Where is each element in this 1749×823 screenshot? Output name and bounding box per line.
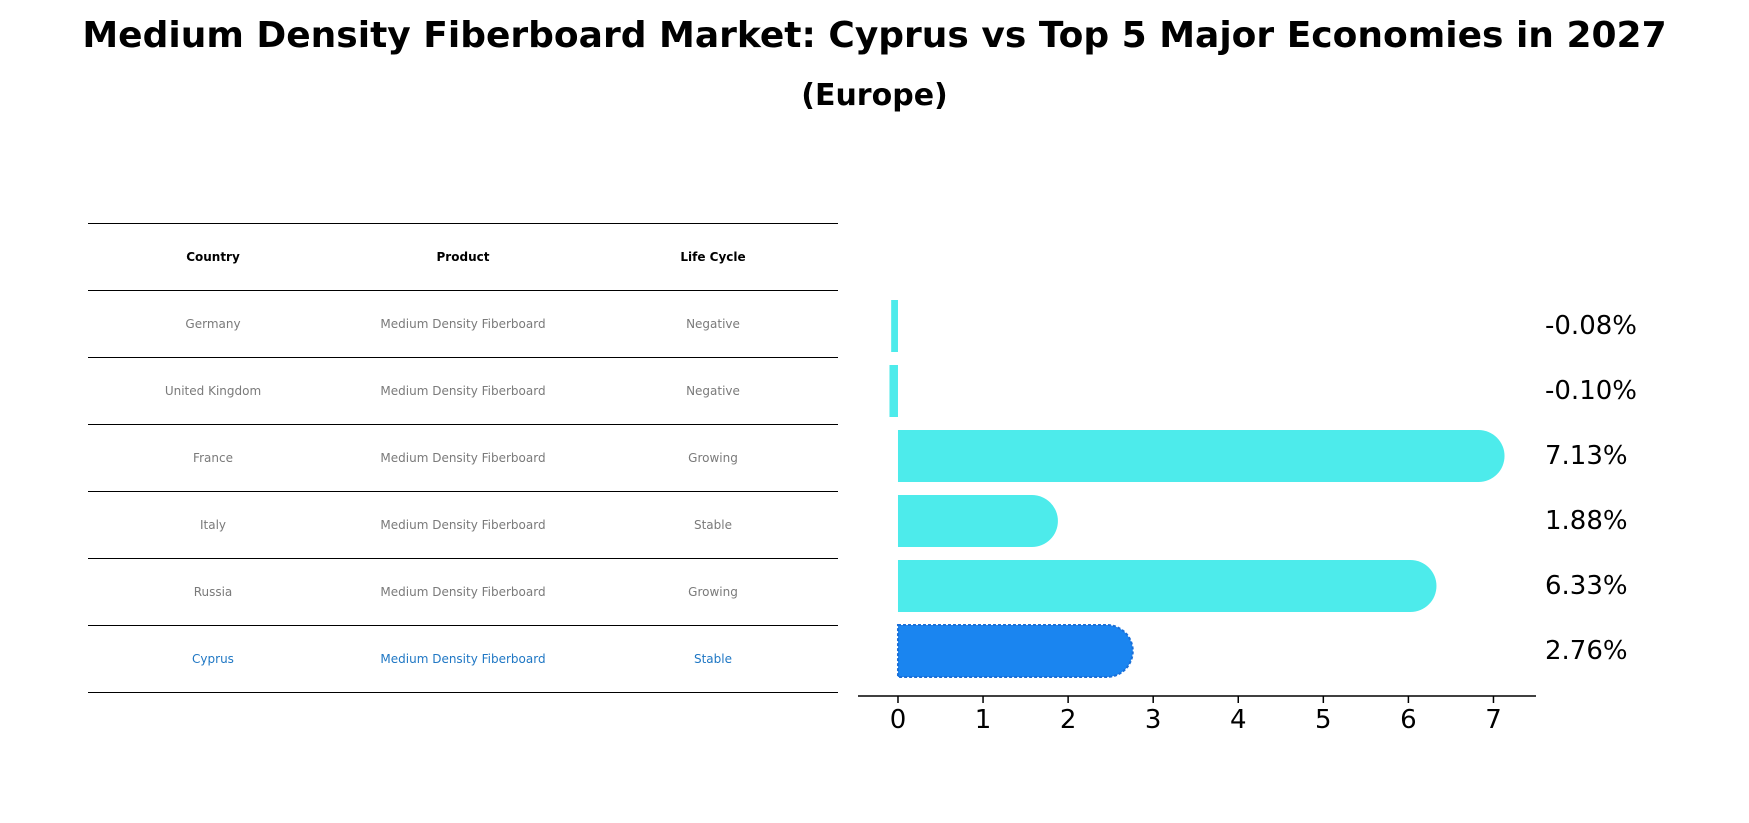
value-label: 2.76% xyxy=(1545,636,1628,666)
cell-country: France xyxy=(88,424,338,492)
cell-product: Medium Density Fiberboard xyxy=(338,491,588,559)
x-tick-label: 2 xyxy=(1060,705,1077,735)
chart-subtitle: (Europe) xyxy=(801,78,948,113)
bar-germany xyxy=(891,300,898,352)
cell-product: Medium Density Fiberboard xyxy=(338,424,588,492)
cell-country: United Kingdom xyxy=(88,357,338,425)
x-tick-label: 1 xyxy=(975,705,992,735)
cell-life-cycle: Growing xyxy=(588,558,838,626)
cell-life-cycle: Growing xyxy=(588,424,838,492)
table-row: Germany Medium Density Fiberboard Negati… xyxy=(88,290,838,358)
x-tick-label: 0 xyxy=(890,705,907,735)
bar-france xyxy=(897,430,1505,482)
cell-product: Medium Density Fiberboard xyxy=(338,357,588,425)
x-tick-label: 5 xyxy=(1315,705,1332,735)
header-life-cycle: Life Cycle xyxy=(588,223,838,291)
cell-life-cycle: Negative xyxy=(588,357,838,425)
value-label: 6.33% xyxy=(1545,571,1628,601)
table-row: United Kingdom Medium Density Fiberboard… xyxy=(88,357,838,425)
chart-title: Medium Density Fiberboard Market: Cyprus… xyxy=(82,15,1667,56)
bar-cyprus xyxy=(896,624,1134,678)
cell-country: Russia xyxy=(88,558,338,626)
table-row: France Medium Density Fiberboard Growing xyxy=(88,424,838,492)
bar-united-kingdom xyxy=(889,365,898,417)
table-row: Russia Medium Density Fiberboard Growing xyxy=(88,558,838,626)
x-tick-label: 4 xyxy=(1230,705,1247,735)
header-country: Country xyxy=(88,223,338,291)
header-product: Product xyxy=(338,223,588,291)
x-tick-label: 3 xyxy=(1145,705,1162,735)
bar-italy xyxy=(897,495,1058,547)
cell-product: Medium Density Fiberboard xyxy=(338,625,588,693)
cell-life-cycle: Stable xyxy=(588,491,838,559)
value-label: -0.08% xyxy=(1545,311,1637,341)
value-label: 7.13% xyxy=(1545,441,1628,471)
x-tick-label: 6 xyxy=(1400,705,1417,735)
cell-life-cycle: Negative xyxy=(588,290,838,358)
table-row: Italy Medium Density Fiberboard Stable xyxy=(88,491,838,559)
value-label: -0.10% xyxy=(1545,376,1637,406)
bar-russia xyxy=(897,560,1437,612)
cell-life-cycle: Stable xyxy=(588,625,838,693)
cell-country: Italy xyxy=(88,491,338,559)
x-tick-label: 7 xyxy=(1485,705,1502,735)
table-header-row: Country Product Life Cycle xyxy=(88,223,838,291)
table-row-highlight: Cyprus Medium Density Fiberboard Stable xyxy=(88,625,838,693)
market-table: Country Product Life Cycle Germany Mediu… xyxy=(88,223,838,693)
cell-country: Cyprus xyxy=(88,625,338,693)
value-label: 1.88% xyxy=(1545,506,1628,536)
cell-country: Germany xyxy=(88,290,338,358)
cell-product: Medium Density Fiberboard xyxy=(338,290,588,358)
